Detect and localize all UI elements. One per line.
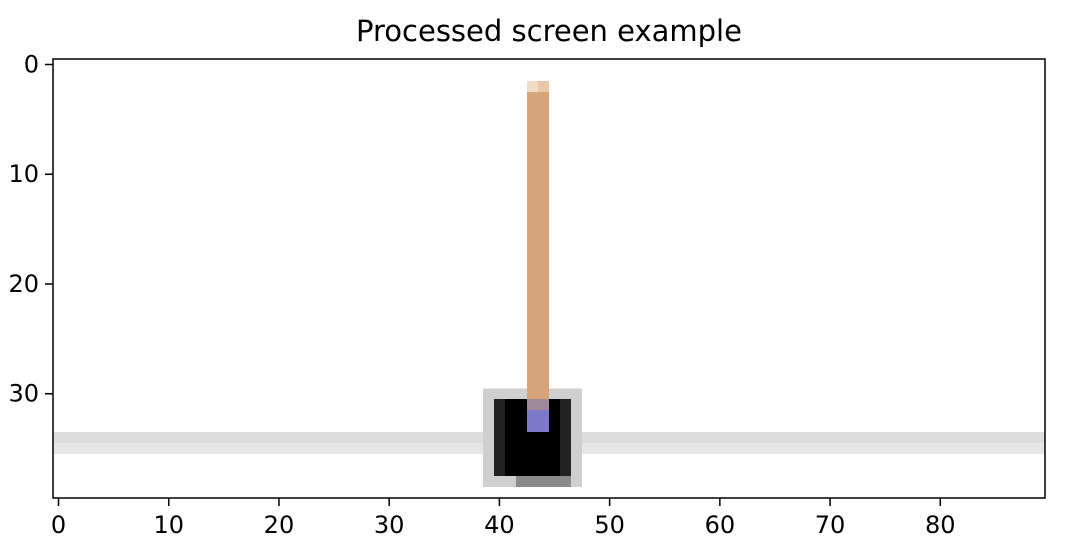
- x-tick-label: 10: [153, 511, 184, 539]
- image-pixel-block: [560, 399, 572, 477]
- y-axis: 0 10 20 30: [8, 50, 53, 408]
- image-pixel-block: [526, 91, 549, 400]
- x-tick-label: 40: [484, 511, 515, 539]
- image-pixel-block: [493, 399, 505, 477]
- image-pixel-block: [526, 410, 549, 433]
- y-tick-label: 0: [24, 50, 39, 78]
- image-pixel-block: [526, 399, 549, 411]
- y-tick-label: 30: [8, 380, 39, 408]
- x-tick-label: 50: [594, 511, 625, 539]
- x-tick-label: 70: [815, 511, 846, 539]
- x-tick-label: 20: [264, 511, 295, 539]
- image-area: [53, 59, 1045, 498]
- image-pixel-block: [515, 476, 572, 488]
- x-tick-label: 60: [705, 511, 736, 539]
- x-tick-label: 30: [374, 511, 405, 539]
- chart-title: Processed screen example: [356, 14, 742, 48]
- x-tick-label: 0: [51, 511, 66, 539]
- x-axis: 0 10 20 30 40 50 60 70 80: [51, 498, 956, 539]
- x-tick-label: 80: [925, 511, 956, 539]
- axes-frame: [52, 58, 1046, 499]
- y-tick-label: 20: [8, 270, 39, 298]
- y-tick-label: 10: [8, 160, 39, 188]
